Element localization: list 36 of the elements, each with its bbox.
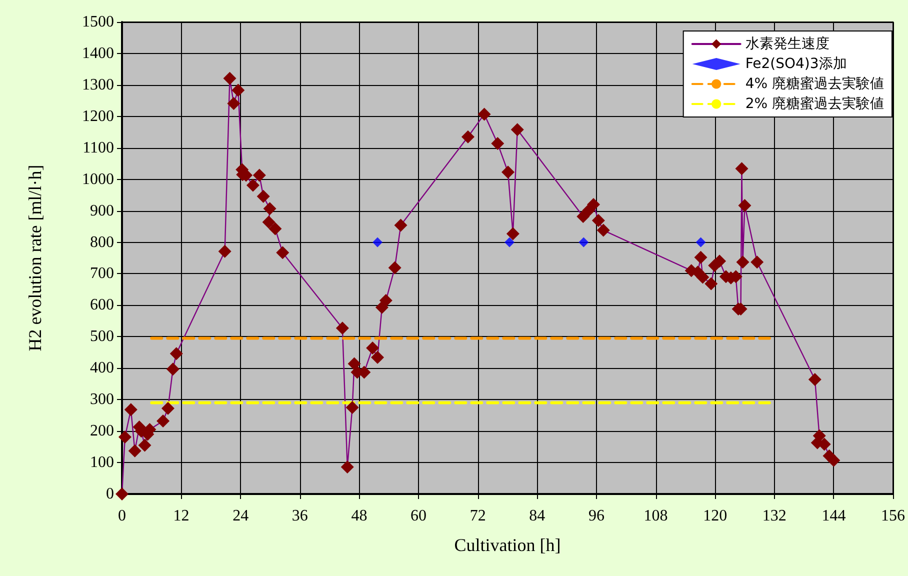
x-tick-label: 36 [292,508,308,524]
y-tick-label: 1200 [82,108,114,125]
y-tick-label: 0 [106,486,114,502]
legend-label: Fe2(SO4)3添加 [745,56,847,72]
y-tick-label: 1000 [82,170,114,188]
y-tick-label: 700 [90,265,114,282]
y-tick-label: 1400 [82,44,114,62]
x-tick-label: 144 [822,508,846,524]
x-tick-label: 24 [232,508,249,524]
y-tick-label: 800 [90,234,114,251]
x-tick-label: 132 [762,508,786,524]
y-tick-label: 400 [90,360,114,377]
x-tick-label: 84 [529,508,546,524]
y-tick-label: 900 [90,202,114,220]
y-tick-label: 1500 [82,14,114,30]
legend-label: 水素発生速度 [745,36,830,52]
x-tick-label: 108 [644,508,668,524]
x-tick-label: 0 [118,508,126,524]
x-tick-label: 60 [410,508,427,524]
x-tick-label: 96 [588,508,604,524]
x-tick-label: 12 [173,508,190,524]
y-axis-title: H2 evolution rate [ml/l·h] [25,164,45,352]
y-tick-label: 500 [90,328,114,346]
legend-label: 4% 廃糖蜜過去実験値 [745,76,884,92]
y-tick-label: 200 [90,422,114,440]
y-tick-label: 100 [90,454,114,472]
y-tick-label: 600 [90,296,114,314]
y-tick-label: 300 [90,391,114,408]
y-tick-label: 1100 [82,139,114,156]
x-tick-label: 156 [881,508,905,524]
legend-label: 2% 廃糖蜜過去実験値 [745,96,884,112]
x-tick-label: 72 [470,508,486,524]
x-axis-title: Cultivation [h] [454,535,561,555]
x-tick-label: 48 [351,508,368,524]
y-tick-label: 1300 [82,76,114,94]
x-tick-label: 120 [703,508,728,524]
